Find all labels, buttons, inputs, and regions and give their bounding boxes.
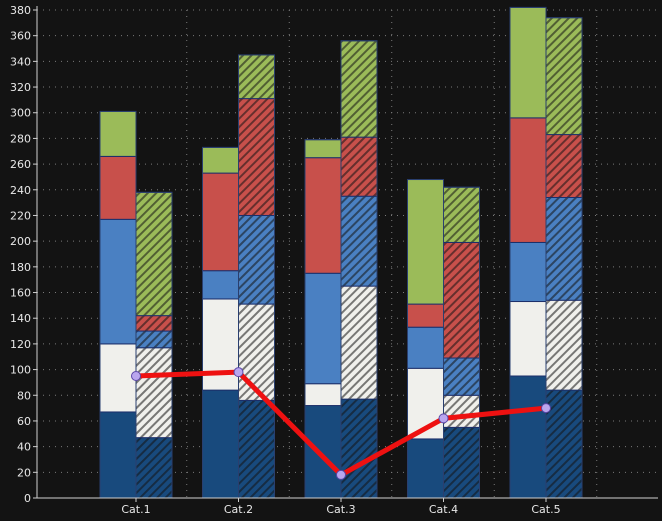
bar-segment <box>407 303 444 328</box>
bar-segment <box>340 285 378 400</box>
y-tick-label: 220 <box>10 209 31 222</box>
y-tick-label: 0 <box>24 492 31 505</box>
bar-segment <box>545 134 583 198</box>
bar-segment <box>238 98 275 216</box>
bar-segment <box>135 315 173 332</box>
bar-segment <box>340 136 378 197</box>
y-tick-label: 360 <box>10 30 31 43</box>
bar-segment <box>304 139 342 159</box>
bar-segment <box>202 172 239 272</box>
bar-segment <box>340 195 378 287</box>
bar-segment <box>238 303 275 401</box>
bar-segment <box>443 426 480 499</box>
bar-segment <box>304 272 342 385</box>
x-tick-label: Cat.1 <box>121 503 150 516</box>
line-series <box>131 367 551 480</box>
bar-segment <box>135 347 173 439</box>
bar-segment <box>407 326 444 369</box>
bar-segment <box>135 437 173 499</box>
y-tick-label: 100 <box>10 364 31 377</box>
bar-segment <box>509 301 547 377</box>
y-tick-label: 60 <box>17 415 31 428</box>
bar-segment <box>202 146 239 174</box>
bar-segment <box>407 179 444 305</box>
bar-segment <box>443 186 480 243</box>
bar-segment <box>443 357 480 396</box>
line-point <box>336 469 346 480</box>
bar-segment <box>304 157 342 274</box>
bar-segment <box>509 375 547 499</box>
bar-segment <box>135 191 173 317</box>
y-tick-label: 160 <box>10 287 31 300</box>
x-tick-label: Cat.4 <box>429 503 458 516</box>
bar-segment <box>443 394 480 428</box>
bar-segment <box>304 405 342 499</box>
bar-segment <box>545 17 583 136</box>
y-tick-label: 320 <box>10 81 31 94</box>
y-tick-label: 380 <box>10 4 31 17</box>
y-tick-label: 120 <box>10 338 31 351</box>
bar-segment <box>238 214 275 305</box>
y-tick-label: 300 <box>10 107 31 120</box>
y-tick-label: 80 <box>17 389 31 402</box>
bar-segment <box>509 6 547 119</box>
bar-segment <box>202 389 239 499</box>
y-tick-label: 240 <box>10 184 31 197</box>
line-point <box>438 413 449 424</box>
bar-segment <box>99 155 137 220</box>
y-tick-label: 200 <box>10 235 31 248</box>
bar-segment <box>99 343 137 413</box>
y-tick-label: 180 <box>10 261 31 274</box>
bar-segment <box>340 398 378 499</box>
bar-segment <box>443 241 480 359</box>
bar-segment <box>202 270 239 300</box>
bar-segment <box>99 411 137 499</box>
bar-segment <box>135 330 173 349</box>
x-tick-label: Cat.2 <box>224 503 253 516</box>
bars <box>99 6 583 499</box>
y-tick-label: 340 <box>10 55 31 68</box>
bar-segment <box>545 389 583 499</box>
bar-segment <box>238 54 275 100</box>
line-point <box>541 403 551 414</box>
bar-segment <box>238 399 275 499</box>
bar-segment <box>99 218 137 345</box>
bar-segment <box>99 110 137 157</box>
y-tick-label: 280 <box>10 132 31 145</box>
bar-segment <box>545 299 583 391</box>
bar-segment <box>304 383 342 407</box>
y-tick-label: 20 <box>17 466 31 479</box>
y-tick-label: 40 <box>17 441 31 454</box>
bar-segment <box>340 40 378 138</box>
x-tick-label: Cat.5 <box>531 503 560 516</box>
bar-segment <box>509 241 547 303</box>
x-tick-label: Cat.3 <box>326 503 355 516</box>
bar-segment <box>407 438 444 499</box>
line-point <box>233 367 244 378</box>
y-tick-label: 260 <box>10 158 31 171</box>
y-tick-label: 140 <box>10 312 31 325</box>
line-point <box>131 371 141 381</box>
bar-segment <box>545 196 583 301</box>
axes: 0 20 40 60 80 100 120 140 160 180 200 220 240 260 280 3… <box>10 4 658 516</box>
bar-segment <box>509 117 547 243</box>
bar-segment <box>202 298 239 391</box>
